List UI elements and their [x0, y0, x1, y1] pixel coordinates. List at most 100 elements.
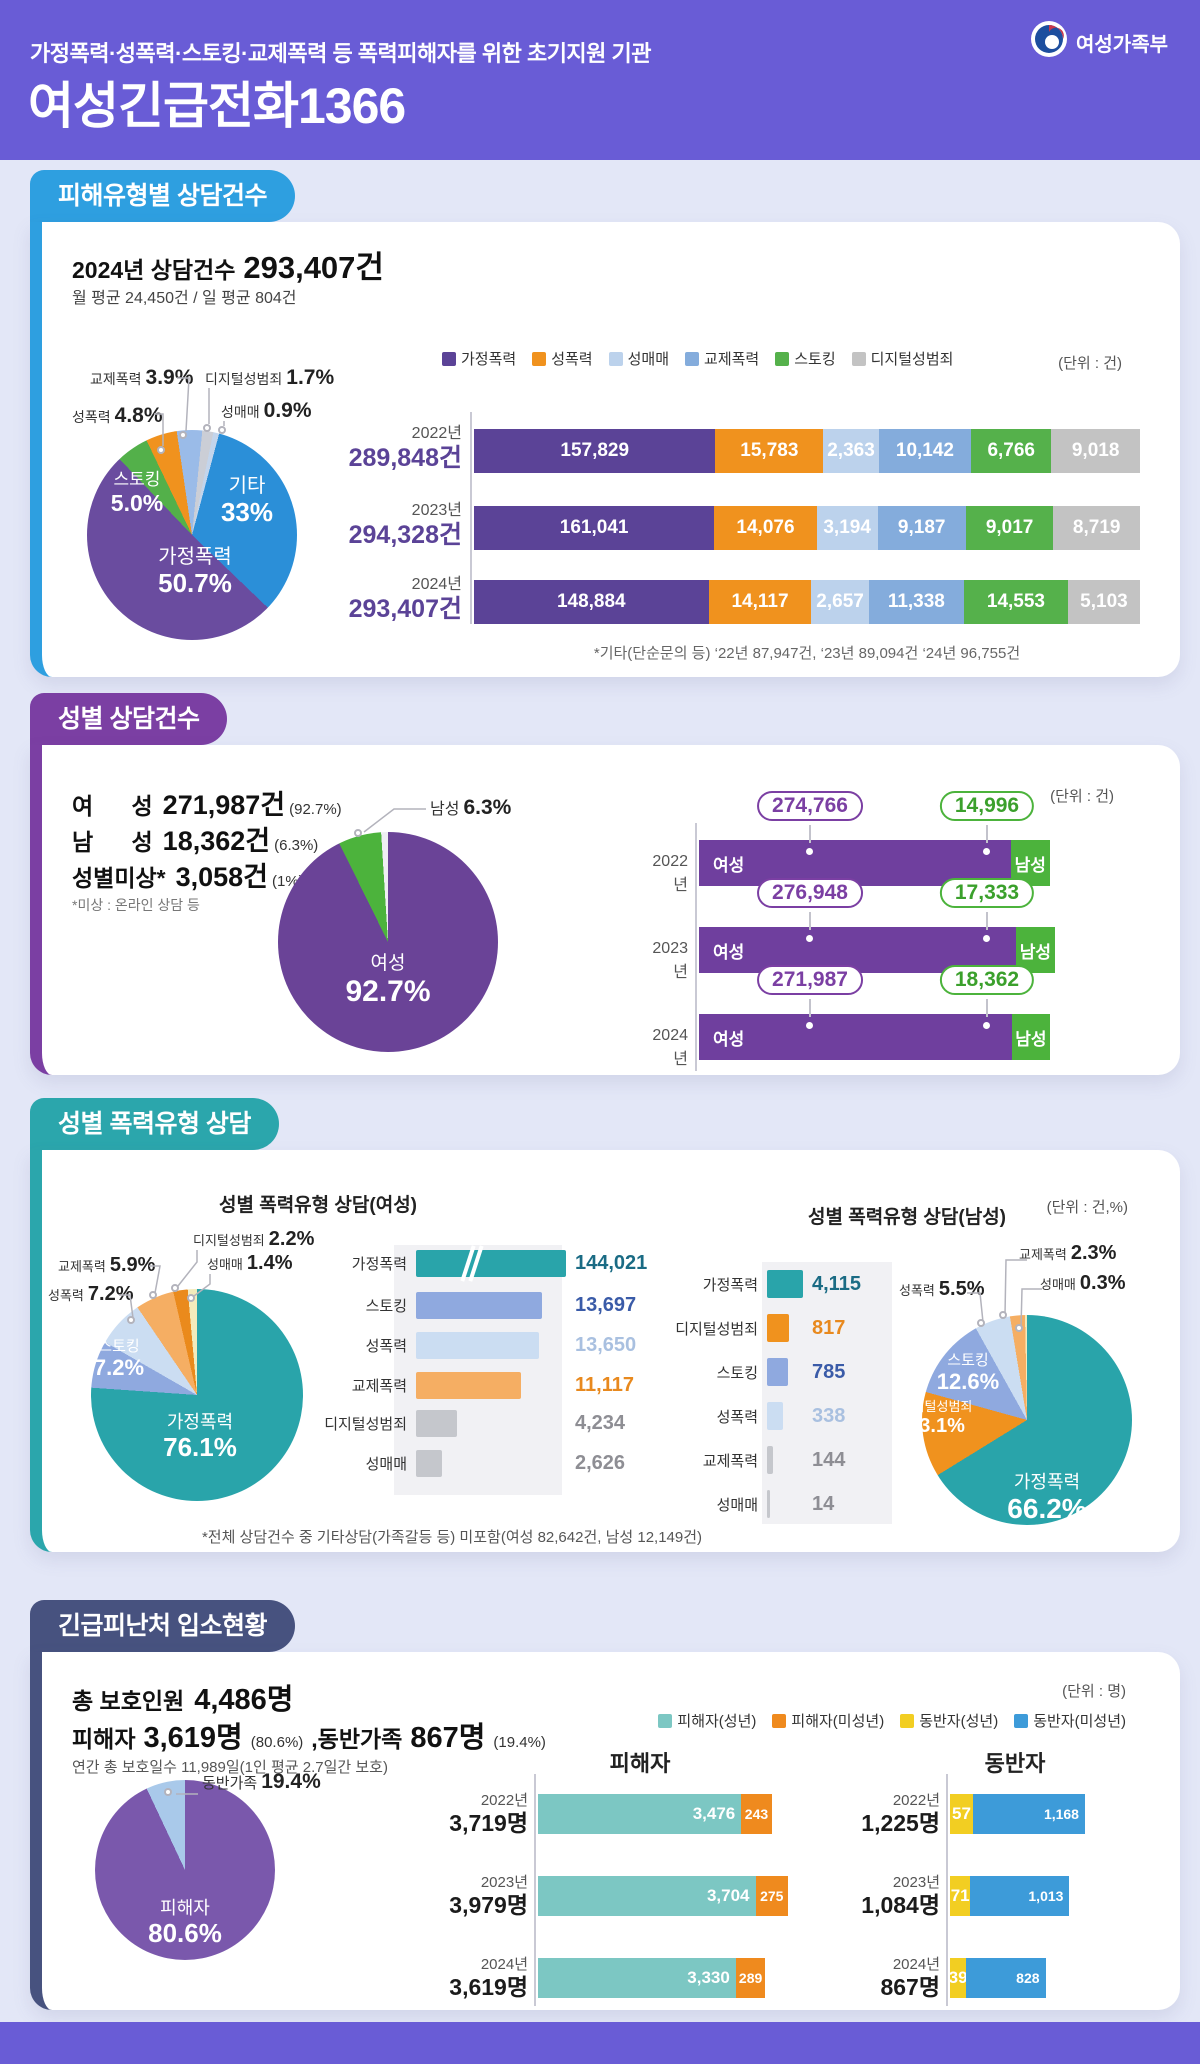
bar-segment: 1,168 — [972, 1794, 1085, 1834]
bar-segment-label: 161,041 — [559, 517, 629, 538]
bar-segment-label: 71 — [950, 1886, 970, 1905]
pie-dot — [218, 426, 226, 434]
legend-item: 동반자(미성년) — [1014, 1710, 1126, 1731]
bar-row: 가정폭력 4,115 — [642, 1270, 861, 1298]
s4-line1: 총 보호인원 4,486명 — [72, 1684, 294, 1716]
badge-tail — [809, 825, 811, 843]
bar — [767, 1490, 771, 1518]
tab-shelter-admissions: 긴급피난처 입소현황 — [30, 1600, 295, 1652]
badge-tail — [986, 825, 988, 843]
legend-victim-types: 가정폭력 성폭력 성매매 교제폭력 스토킹 디지털성범죄 — [442, 348, 953, 369]
leader-lines — [154, 377, 225, 446]
tab-violence-type-by-gender: 성별 폭력유형 상담 — [30, 1098, 279, 1150]
pie-label-victims: 피해자 80.6% — [148, 1898, 222, 1948]
bar-segment-label: 243 — [744, 1806, 769, 1822]
unit-label: (단위 : 건,%) — [1046, 1199, 1128, 1216]
legend-label: 가정폭력 — [461, 351, 517, 368]
row-label-2022: 2022년 289,848건 — [348, 425, 462, 473]
bar-segment: 9,018 — [1051, 429, 1140, 473]
bar-segment-label: 3,194 — [823, 517, 871, 538]
bar — [416, 1410, 457, 1437]
legend-item: 성폭력 — [532, 348, 593, 369]
legend-swatch — [775, 351, 790, 366]
legend-swatch — [851, 351, 866, 366]
bar — [767, 1270, 803, 1298]
legend-swatch — [900, 1713, 915, 1728]
card-shelter-admissions: 총 보호인원 4,486명 피해자 3,619명 (80.6%) ,동반가족 8… — [30, 1652, 1180, 2010]
pie-dot — [171, 1284, 179, 1292]
legend-item: 피해자(미성년) — [772, 1710, 884, 1731]
badge-male-2022: 14,996 — [939, 791, 1035, 821]
legend-swatch — [772, 1713, 787, 1728]
bar-dot — [806, 1022, 813, 1029]
pie-label-digital-m: 디지털성범죄 13.1% — [900, 1399, 973, 1437]
bar-segment-label: 14,553 — [986, 591, 1046, 612]
bar — [767, 1314, 789, 1342]
leader-lines — [363, 808, 426, 833]
s4-line3: 연간 총 보호일수 11,989일(1인 평균 2.7일간 보호) — [72, 1759, 388, 1776]
year-total: 2022년 3,719명 — [449, 1792, 528, 1836]
legend-label: 성폭력 — [551, 351, 593, 368]
legend-item: 스토킹 — [775, 348, 836, 369]
pie-dot — [203, 424, 211, 432]
bar-segment-label: 14,076 — [736, 517, 795, 538]
legend-label: 피해자(성년) — [677, 1713, 757, 1730]
male-chart-title: 성별 폭력유형 상담(남성) — [807, 1207, 1006, 1228]
card-consults-by-gender: 여 성 271,987건 (92.7%) 남 성 18,362건 (6.3%) … — [30, 745, 1180, 1075]
bar-row: 성매매 14 — [642, 1490, 834, 1518]
card-violence-type-by-gender: (단위 : 건,%) 성별 폭력유형 상담(여성) 디지털성범죄 2.2% 성매… — [30, 1150, 1180, 1552]
pie-label-seongmae-m: 성매매 0.3% — [1040, 1272, 1126, 1294]
legend-label: 스토킹 — [794, 351, 836, 368]
legend-shelter: 피해자(성년) 피해자(미성년) 동반자(성년) 동반자(미성년) — [658, 1710, 1126, 1731]
s1-headline-value: 293,407건 — [243, 250, 384, 285]
badge-female-2024: 271,987 — [757, 965, 863, 995]
bar-row: 성매매 2,626 — [282, 1450, 625, 1477]
pie-dot — [127, 1316, 135, 1324]
stacked-bar-2022: 157,829 15,783 2,363 10,142 6,766 9,018 — [474, 429, 1140, 473]
pie-label-kyoje: 교제폭력 3.9% — [90, 366, 194, 389]
bar-segment: 161,041 — [474, 506, 715, 550]
bar-row: 성폭력 338 — [642, 1402, 845, 1430]
legend-item: 동반자(성년) — [900, 1710, 998, 1731]
s1-averages: 월 평균 24,450건 / 일 평균 804건 — [72, 290, 297, 307]
bar-segment: 6,766 — [971, 429, 1052, 473]
pie-gender — [278, 832, 498, 1052]
stat-male: 남 성 18,362건 (6.3%) — [72, 826, 319, 856]
bar-segment-label: 11,338 — [887, 591, 945, 612]
bar-segment-label: 9,187 — [897, 517, 946, 538]
bar-segment: 8,719 — [1053, 506, 1140, 550]
bar-segment: 243 — [741, 1794, 772, 1834]
bar — [416, 1372, 521, 1399]
pie-label-seongpok-m: 성폭력 5.5% — [899, 1278, 985, 1300]
legend-label: 디지털성범죄 — [870, 351, 954, 368]
pie-label-seongmae: 성매매 0.9% — [221, 399, 312, 422]
pie-label-kyoje-m: 교제폭력 2.3% — [1019, 1242, 1117, 1264]
legend-label: 피해자(미성년) — [791, 1713, 885, 1730]
bar-segment-label: 여성 — [713, 855, 745, 875]
legend-label: 성매매 — [627, 351, 670, 368]
unit-label: (단위 : 건) — [1050, 788, 1114, 805]
pie-label-gajeong-m: 가정폭력 66.2% — [1007, 1472, 1087, 1524]
bar-segment: 157,829 — [474, 429, 716, 473]
bar-segment-label: 9,018 — [1071, 440, 1120, 461]
year-label: 2024년 — [652, 1027, 688, 1068]
bar-segment-label: 15,783 — [740, 440, 799, 461]
footer-band — [0, 2022, 1200, 2064]
bar-segment: 5,103 — [1067, 580, 1140, 624]
victims-bar-2024: 3,330 289 — [538, 1958, 766, 1998]
year-label: 2022년 — [652, 853, 688, 894]
tab-consults-by-victim-type: 피해유형별 상담건수 — [30, 170, 295, 222]
bar-segment: 14,076 — [714, 506, 817, 550]
legend-item: 교제폭력 — [685, 348, 759, 369]
s1-headline: 2024년 상담건수 293,407건 — [72, 242, 384, 287]
pie-label-gajeong: 가정폭력 50.7% — [158, 546, 232, 598]
year-total: 2023년 3,979명 — [449, 1874, 528, 1918]
pie-label-digital-f: 디지털성범죄 2.2% — [193, 1228, 315, 1250]
bar-row: 디지털성범죄 817 — [642, 1314, 845, 1342]
bar-segment: 11,338 — [868, 580, 964, 624]
pie-label-seongpok: 성폭력 4.8% — [72, 404, 163, 427]
bar-segment-label: 157,829 — [560, 440, 630, 461]
leader-lines — [119, 1250, 211, 1319]
bar-segment: 2,657 — [811, 580, 869, 624]
pie-dot — [977, 1319, 985, 1327]
